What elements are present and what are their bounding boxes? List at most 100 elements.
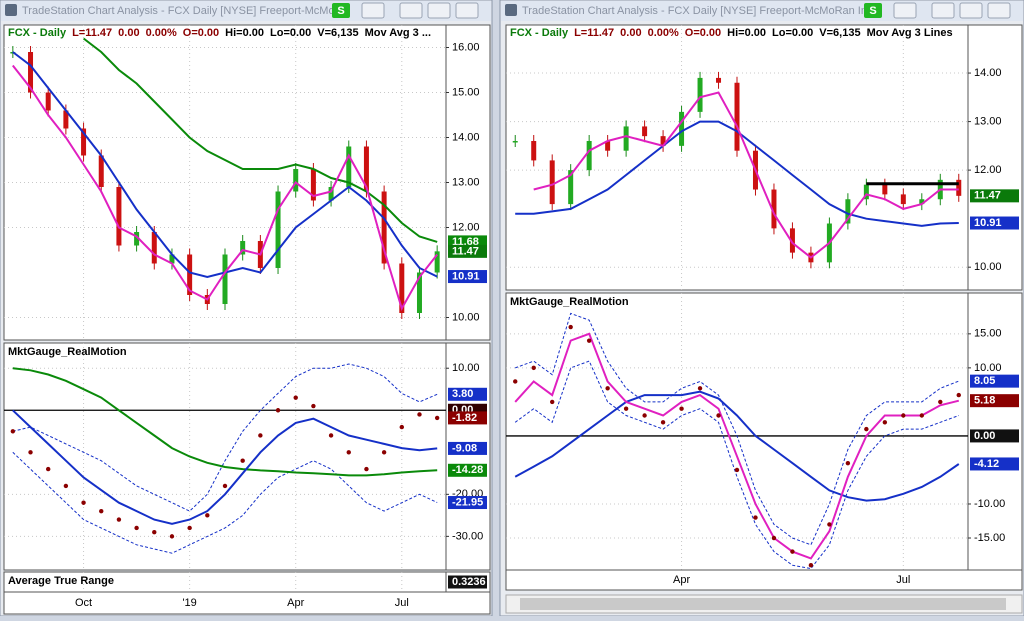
dot bbox=[134, 525, 139, 531]
value-badge-label: 0.00 bbox=[974, 430, 995, 442]
pane-label: MktGauge_RealMotion bbox=[510, 296, 629, 308]
candle bbox=[900, 194, 906, 205]
value-badge bbox=[448, 463, 487, 477]
price-axis bbox=[445, 342, 491, 571]
value-badge-label: -9.08 bbox=[452, 442, 477, 454]
series-line bbox=[514, 390, 960, 502]
s-button-label: S bbox=[337, 5, 344, 17]
value-badge-label: 5.18 bbox=[974, 395, 995, 407]
header-field: 0.00% bbox=[648, 27, 679, 39]
s-button-label: S bbox=[869, 5, 876, 17]
minimize-button[interactable] bbox=[399, 2, 423, 19]
y-tick-label: 13.00 bbox=[452, 176, 480, 188]
candle bbox=[45, 92, 51, 111]
dot bbox=[258, 433, 263, 438]
dot bbox=[364, 466, 369, 472]
close-button[interactable] bbox=[987, 2, 1011, 19]
value-badge bbox=[970, 374, 1019, 388]
candle bbox=[293, 169, 299, 192]
header-field: O=0.00 bbox=[183, 27, 219, 39]
value-badge bbox=[970, 429, 1019, 443]
header-field: Mov Avg 3 Lines bbox=[867, 27, 953, 39]
maximize-button[interactable] bbox=[427, 2, 451, 19]
x-tick-label: Apr bbox=[673, 574, 690, 586]
value-badge-label: 11.68 bbox=[452, 236, 479, 248]
candle bbox=[956, 179, 962, 196]
header-field: 0.00 bbox=[118, 27, 139, 39]
dot bbox=[399, 424, 404, 430]
value-badge-label: 10.91 bbox=[452, 270, 480, 282]
s-button[interactable] bbox=[332, 3, 350, 18]
value-badge-label: -4.12 bbox=[974, 458, 999, 470]
value-badge bbox=[448, 411, 487, 425]
series-line bbox=[12, 451, 438, 554]
candle bbox=[586, 140, 592, 171]
dot bbox=[550, 399, 555, 405]
dot bbox=[513, 379, 518, 384]
dot bbox=[586, 338, 592, 343]
x-tick-label: Jul bbox=[896, 574, 910, 586]
candle bbox=[381, 191, 387, 264]
dot bbox=[293, 395, 298, 400]
header-field: L=11.47 bbox=[574, 27, 614, 39]
header-field: Hi=0.00 bbox=[727, 27, 766, 39]
dot bbox=[568, 324, 573, 330]
close-button[interactable] bbox=[455, 2, 479, 19]
dot bbox=[275, 408, 281, 413]
dot bbox=[734, 467, 740, 473]
chart-header: FCX - Daily L=11.47 0.00 0.00% O=0.00 Hi=0.00… bbox=[8, 27, 431, 39]
y-tick-label: 10.00 bbox=[974, 362, 1002, 374]
dot bbox=[938, 399, 943, 405]
pane-label: Average True Range bbox=[8, 575, 114, 587]
dot bbox=[28, 450, 33, 455]
value-badge bbox=[448, 575, 487, 589]
dot bbox=[642, 413, 647, 418]
dot bbox=[882, 420, 888, 425]
series-line bbox=[12, 409, 438, 525]
dot bbox=[328, 433, 334, 438]
dot bbox=[771, 535, 777, 541]
dot bbox=[697, 386, 703, 391]
s-button[interactable] bbox=[864, 3, 882, 18]
series-line bbox=[515, 120, 959, 227]
dot bbox=[63, 483, 69, 489]
series-line bbox=[12, 367, 438, 477]
dot bbox=[81, 500, 86, 505]
minimize-button[interactable] bbox=[931, 2, 955, 19]
candle bbox=[222, 254, 228, 304]
dot bbox=[222, 483, 228, 489]
dot bbox=[116, 517, 122, 522]
candle bbox=[882, 184, 888, 195]
candle bbox=[169, 254, 175, 264]
candle bbox=[399, 263, 405, 313]
candle bbox=[363, 146, 369, 192]
x-tick-label: '19 bbox=[182, 597, 196, 609]
value-badge bbox=[448, 441, 487, 455]
y-tick-label: 16.00 bbox=[452, 41, 480, 53]
dot bbox=[845, 460, 851, 466]
dot bbox=[46, 466, 51, 472]
dot bbox=[169, 534, 175, 539]
value-badge bbox=[970, 457, 1019, 471]
menu-button[interactable] bbox=[893, 2, 917, 19]
app-icon bbox=[5, 4, 17, 16]
dot bbox=[417, 412, 422, 417]
scroll-thumb[interactable] bbox=[520, 598, 1006, 610]
maximize-button[interactable] bbox=[959, 2, 983, 19]
candle bbox=[328, 187, 334, 201]
header-field: O=0.00 bbox=[685, 27, 721, 39]
header-field: V=6,135 bbox=[819, 27, 860, 39]
header-field: FCX - Daily bbox=[510, 27, 569, 39]
dot bbox=[956, 392, 961, 398]
dot bbox=[716, 413, 721, 418]
series-line bbox=[12, 363, 438, 512]
candle bbox=[549, 160, 555, 205]
menu-button[interactable] bbox=[361, 2, 385, 19]
y-tick-label: 12.00 bbox=[452, 221, 480, 233]
candle bbox=[697, 77, 703, 112]
dot bbox=[311, 403, 316, 409]
series-line bbox=[514, 360, 959, 570]
candle bbox=[660, 136, 666, 146]
candle bbox=[346, 146, 352, 187]
